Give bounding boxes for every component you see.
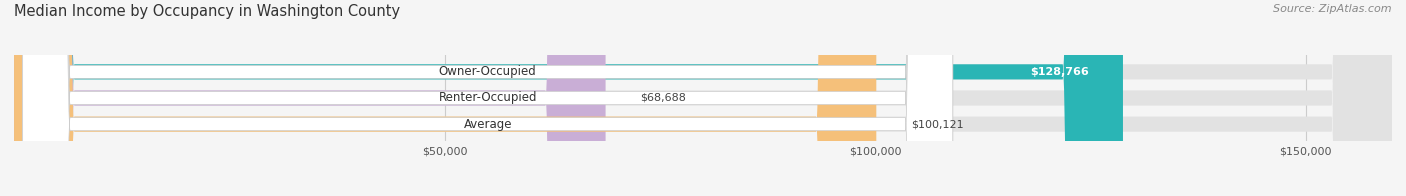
- Text: $100,121: $100,121: [911, 119, 963, 129]
- FancyBboxPatch shape: [22, 0, 953, 196]
- Text: Average: Average: [464, 118, 512, 131]
- FancyBboxPatch shape: [14, 0, 1392, 196]
- FancyBboxPatch shape: [14, 0, 876, 196]
- FancyBboxPatch shape: [14, 0, 1392, 196]
- Text: Median Income by Occupancy in Washington County: Median Income by Occupancy in Washington…: [14, 4, 401, 19]
- Text: Owner-Occupied: Owner-Occupied: [439, 65, 537, 78]
- FancyBboxPatch shape: [22, 0, 953, 196]
- FancyBboxPatch shape: [14, 0, 1123, 196]
- FancyBboxPatch shape: [14, 0, 606, 196]
- FancyBboxPatch shape: [14, 0, 1392, 196]
- Text: $128,766: $128,766: [1029, 67, 1088, 77]
- Text: Source: ZipAtlas.com: Source: ZipAtlas.com: [1274, 4, 1392, 14]
- Text: $68,688: $68,688: [640, 93, 686, 103]
- Text: Renter-Occupied: Renter-Occupied: [439, 92, 537, 104]
- FancyBboxPatch shape: [22, 0, 953, 196]
